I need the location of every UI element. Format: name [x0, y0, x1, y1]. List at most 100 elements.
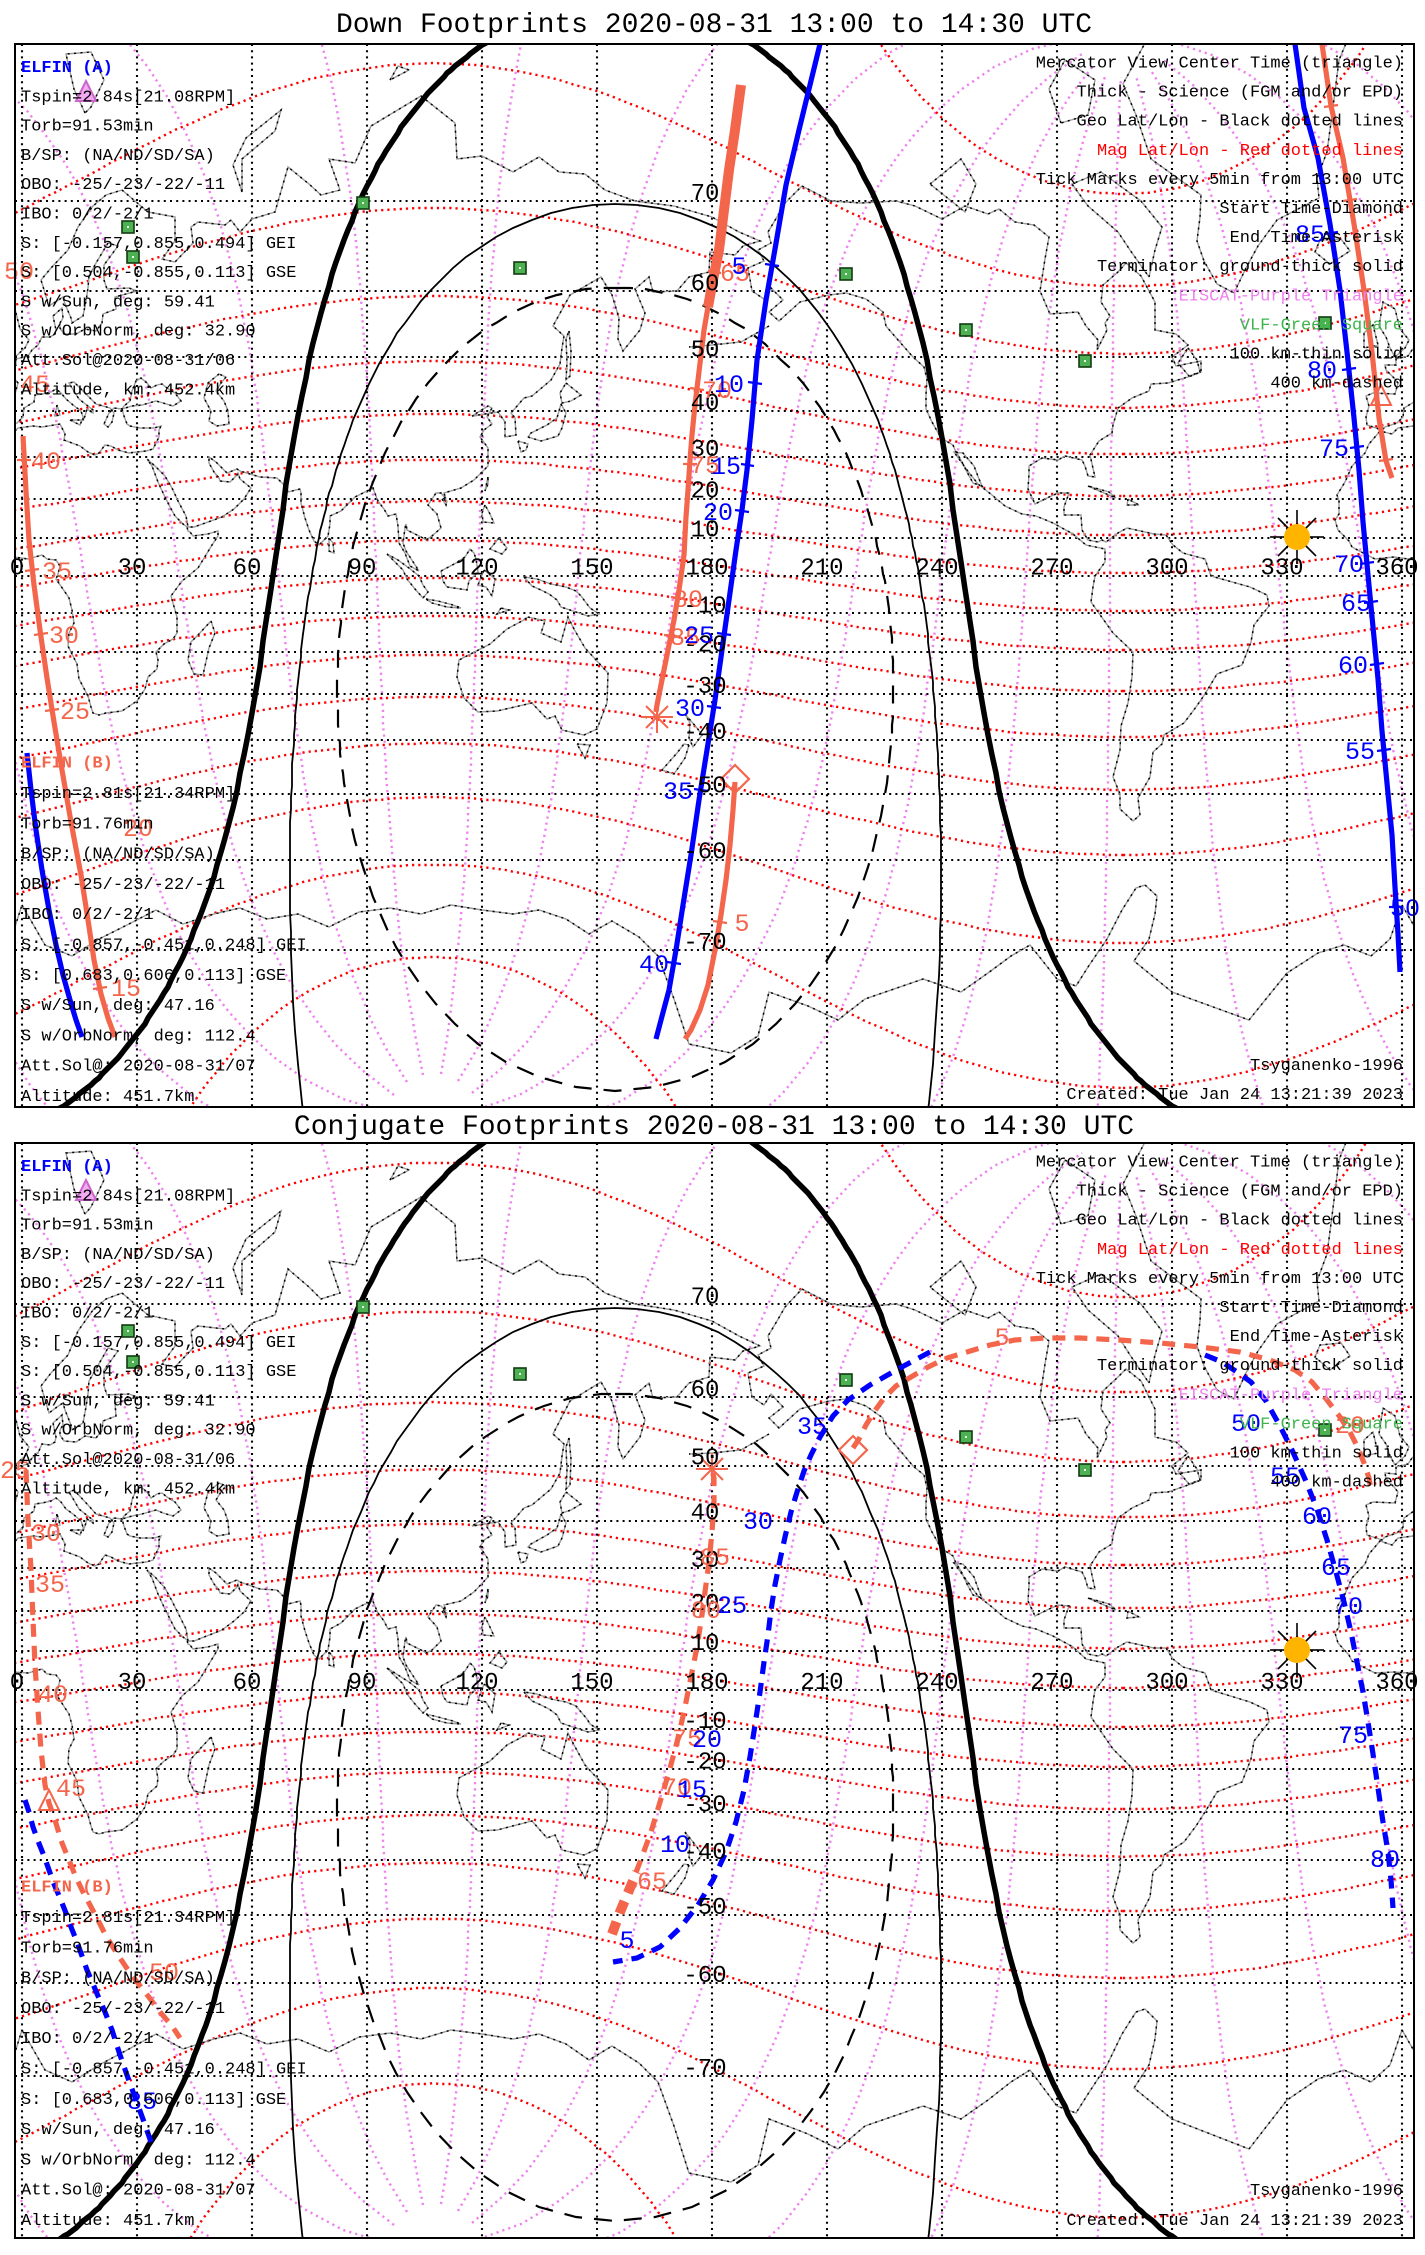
svg-text:-70: -70	[683, 2056, 726, 2083]
svg-text:Tick Marks every 5min from 13:: Tick Marks every 5min from 13:00 UTC	[1036, 171, 1403, 190]
svg-text:180: 180	[685, 556, 728, 583]
svg-text:35: 35	[42, 558, 72, 587]
svg-text:IBO: 0/2/-2/1: IBO: 0/2/-2/1	[21, 2030, 154, 2049]
svg-text:-60: -60	[683, 1963, 726, 1990]
svg-text:40: 40	[639, 951, 669, 980]
svg-text:30: 30	[675, 695, 705, 724]
svg-text:85: 85	[700, 1544, 730, 1573]
svg-text:20: 20	[1335, 1412, 1365, 1441]
svg-text:Created: Tue Jan 24 13:21:39 2: Created: Tue Jan 24 13:21:39 2023	[1066, 1086, 1403, 1105]
svg-text:15: 15	[111, 975, 141, 1004]
svg-text:ELFIN (A): ELFIN (A)	[21, 59, 113, 78]
svg-text:40: 40	[31, 448, 61, 477]
svg-text:70: 70	[1334, 551, 1364, 580]
svg-text:75: 75	[1319, 435, 1349, 464]
svg-text:Tspin=2.81s[21.34RPM]: Tspin=2.81s[21.34RPM]	[21, 1909, 235, 1928]
svg-text:150: 150	[570, 556, 613, 583]
svg-text:Start Time-Diamond: Start Time-Diamond	[1219, 1299, 1403, 1318]
svg-text:120: 120	[455, 556, 498, 583]
svg-text:0: 0	[10, 556, 24, 583]
svg-text:70: 70	[691, 181, 720, 208]
svg-text:EISCAT-Purple Triangle: EISCAT-Purple Triangle	[1179, 287, 1403, 306]
svg-text:70: 70	[662, 1774, 692, 1803]
svg-text:Torb=91.76min: Torb=91.76min	[21, 815, 154, 834]
svg-text:60: 60	[691, 1377, 720, 1404]
svg-text:S: [-0.157,0.855,0.494] GEI: S: [-0.157,0.855,0.494] GEI	[21, 235, 296, 254]
svg-text:60: 60	[233, 1670, 262, 1697]
svg-text:S w/Sun, deg: 59.41: S w/Sun, deg: 59.41	[21, 1392, 215, 1411]
svg-text:85: 85	[127, 2088, 157, 2117]
svg-text:30: 30	[118, 1670, 147, 1697]
svg-text:400 km-dashed: 400 km-dashed	[1270, 1474, 1403, 1493]
svg-text:S w/OrbNorm, deg: 112.4: S w/OrbNorm, deg: 112.4	[21, 1027, 256, 1046]
svg-text:Thick - Science (FGM and/or EP: Thick - Science (FGM and/or EPD)	[1077, 84, 1403, 103]
svg-text:50: 50	[149, 1959, 179, 1988]
svg-text:240: 240	[915, 1670, 958, 1697]
svg-text:20: 20	[691, 1591, 720, 1618]
svg-text:-20: -20	[683, 1749, 726, 1776]
svg-text:80: 80	[673, 586, 703, 615]
svg-text:B/SP: (NA/ND/SD/SA): B/SP: (NA/ND/SD/SA)	[21, 147, 215, 166]
svg-text:-30: -30	[683, 674, 726, 701]
svg-text:15: 15	[711, 453, 741, 482]
svg-text:40: 40	[38, 1681, 68, 1710]
svg-text:360: 360	[1375, 556, 1418, 583]
svg-text:S: [0.683,0.606,0.113] GSE: S: [0.683,0.606,0.113] GSE	[21, 2091, 286, 2110]
svg-text:65: 65	[637, 1868, 667, 1897]
svg-text:60: 60	[1302, 1503, 1332, 1532]
svg-text:Att.Sol@: 2020-08-31/07: Att.Sol@: 2020-08-31/07	[21, 1058, 256, 1077]
svg-text:75: 75	[690, 452, 720, 481]
svg-text:Tspin=2.84s[21.08RPM]: Tspin=2.84s[21.08RPM]	[21, 1187, 235, 1206]
svg-text:S: [-0.857,-0.451,0.248] GEI: S: [-0.857,-0.451,0.248] GEI	[21, 2061, 307, 2080]
svg-text:Altitude: 451.7km: Altitude: 451.7km	[21, 1088, 194, 1107]
svg-text:10: 10	[691, 518, 720, 545]
svg-text:Down Footprints 2020-08-31 13:: Down Footprints 2020-08-31 13:00 to 14:3…	[336, 10, 1092, 41]
svg-text:Terminator: ground-thick solid: Terminator: ground-thick solid	[1097, 1357, 1403, 1376]
svg-text:OBO: -25/-23/-22/-11: OBO: -25/-23/-22/-11	[21, 176, 225, 195]
svg-text:S: [0.683,0.606,0.113] GSE: S: [0.683,0.606,0.113] GSE	[21, 967, 286, 986]
svg-text:80: 80	[1370, 1846, 1400, 1875]
svg-text:25: 25	[684, 622, 714, 651]
svg-text:50: 50	[1390, 895, 1420, 924]
svg-text:150: 150	[570, 1670, 613, 1697]
svg-text:50: 50	[691, 337, 720, 364]
svg-text:Geo Lat/Lon - Black dotted lin: Geo Lat/Lon - Black dotted lines	[1077, 113, 1403, 132]
svg-text:25: 25	[717, 1592, 747, 1621]
svg-text:20: 20	[692, 1726, 722, 1755]
svg-text:35: 35	[663, 778, 693, 807]
svg-text:Altitude: 451.7km: Altitude: 451.7km	[21, 2212, 194, 2231]
svg-text:Torb=91.76min: Torb=91.76min	[21, 1939, 154, 1958]
svg-text:ELFIN (B): ELFIN (B)	[21, 755, 113, 774]
svg-text:S w/Sun, deg: 47.16: S w/Sun, deg: 47.16	[21, 997, 215, 1016]
svg-text:65: 65	[720, 260, 750, 289]
svg-text:ELFIN (A): ELFIN (A)	[21, 1158, 113, 1177]
svg-text:Mercator View Center Time (tri: Mercator View Center Time (triangle)	[1036, 55, 1403, 74]
svg-text:-10: -10	[683, 1709, 726, 1736]
svg-text:65: 65	[1341, 590, 1371, 619]
svg-text:50: 50	[691, 1446, 720, 1473]
svg-text:S w/OrbNorm, deg: 32.90: S w/OrbNorm, deg: 32.90	[21, 1422, 256, 1441]
svg-text:-50: -50	[683, 774, 726, 801]
svg-text:55: 55	[1345, 738, 1375, 767]
svg-text:20: 20	[691, 479, 720, 506]
svg-text:40: 40	[691, 1501, 720, 1528]
svg-text:80: 80	[1307, 357, 1337, 386]
svg-text:B/SP: (NA/ND/SD/SA): B/SP: (NA/ND/SD/SA)	[21, 1246, 215, 1265]
svg-text:Altitude, km: 452.4km: Altitude, km: 452.4km	[21, 381, 235, 400]
svg-text:60: 60	[1338, 652, 1368, 681]
svg-text:S w/OrbNorm, deg: 32.90: S w/OrbNorm, deg: 32.90	[21, 323, 256, 342]
svg-text:30: 30	[691, 437, 720, 464]
svg-text:10: 10	[660, 1831, 690, 1860]
svg-text:75: 75	[672, 1725, 702, 1754]
svg-text:Geo Lat/Lon - Black dotted lin: Geo Lat/Lon - Black dotted lines	[1077, 1212, 1403, 1231]
svg-text:90: 90	[348, 1670, 377, 1697]
svg-text:330: 330	[1260, 1670, 1303, 1697]
svg-text:60: 60	[233, 556, 262, 583]
svg-text:240: 240	[915, 556, 958, 583]
svg-text:Start Time-Diamond: Start Time-Diamond	[1219, 200, 1403, 219]
svg-text:Created: Tue Jan 24 13:21:39 2: Created: Tue Jan 24 13:21:39 2023	[1066, 2212, 1403, 2231]
svg-text:70: 70	[691, 1284, 720, 1311]
svg-text:B/SP: (NA/ND/SD/SA): B/SP: (NA/ND/SD/SA)	[21, 1970, 215, 1989]
svg-text:S: [0.504,-0.855,0.113] GSE: S: [0.504,-0.855,0.113] GSE	[21, 264, 296, 283]
svg-text:10: 10	[714, 371, 744, 400]
